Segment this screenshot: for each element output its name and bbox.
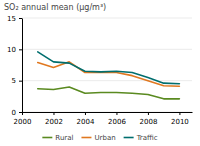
- grid-line: [22, 80, 192, 81]
- legend-item: Urban: [81, 134, 115, 142]
- axis-line: [22, 19, 23, 113]
- tick: 2006: [108, 112, 126, 126]
- grid-line: [22, 18, 192, 19]
- legend-swatch: [124, 137, 134, 139]
- legend-swatch: [42, 137, 52, 139]
- tick-mark: [19, 81, 22, 82]
- tick-mark: [148, 112, 149, 115]
- tick-label: 0: [12, 109, 16, 117]
- legend-swatch: [81, 137, 91, 139]
- tick-label: 2008: [140, 118, 158, 126]
- tick: 5: [12, 77, 22, 85]
- tick-label: 5: [12, 77, 16, 85]
- tick: 10: [7, 46, 22, 54]
- legend-label: Traffic: [136, 134, 158, 142]
- grid-line: [22, 49, 192, 50]
- tick-mark: [179, 112, 180, 115]
- axis-line: [23, 112, 193, 113]
- legend-item: Traffic: [124, 134, 158, 142]
- title: SO₂ annual mean (µg/m³): [4, 3, 106, 12]
- series-line: [38, 62, 180, 86]
- legend-label: Urban: [94, 134, 115, 142]
- tick: 15: [7, 15, 22, 23]
- tick: 2008: [140, 112, 158, 126]
- tick-label: 2010: [171, 118, 189, 126]
- grid: [22, 18, 192, 112]
- tick: 2010: [171, 112, 189, 126]
- x-axis: 2000 2002 2004 2006 2008 2010: [14, 112, 193, 126]
- tick-label: 2002: [45, 118, 63, 126]
- tick-label: 2006: [108, 118, 126, 126]
- tick-label: 15: [7, 15, 16, 23]
- tick-mark: [19, 112, 22, 113]
- tick: 2004: [77, 112, 95, 126]
- tick-label: 2000: [14, 118, 32, 126]
- y-axis: 0 5 10 15: [7, 15, 22, 117]
- tick-label: 2004: [77, 118, 95, 126]
- tick-label: 10: [7, 46, 16, 54]
- series-line: [38, 87, 180, 99]
- tick-mark: [53, 112, 54, 115]
- tick-mark: [19, 18, 22, 19]
- tick-mark: [116, 112, 117, 115]
- tick: 2000: [14, 112, 32, 126]
- series-line: [38, 52, 180, 84]
- chart: 2000 2002 2004 2006 2008 2010 0 5 10 15 SO₂ annual…: [0, 0, 200, 146]
- legend-label: Rural: [55, 134, 73, 142]
- legend-item: Rural: [42, 134, 73, 142]
- legend: Rural Urban Traffic: [42, 134, 157, 142]
- lines: [38, 52, 180, 99]
- grid-line: [22, 112, 192, 113]
- tick: 2002: [45, 112, 63, 126]
- tick-mark: [85, 112, 86, 115]
- plot: 2000 2002 2004 2006 2008 2010 0 5 10 15: [7, 15, 192, 127]
- tick-mark: [19, 49, 22, 50]
- tick: 0: [12, 109, 22, 117]
